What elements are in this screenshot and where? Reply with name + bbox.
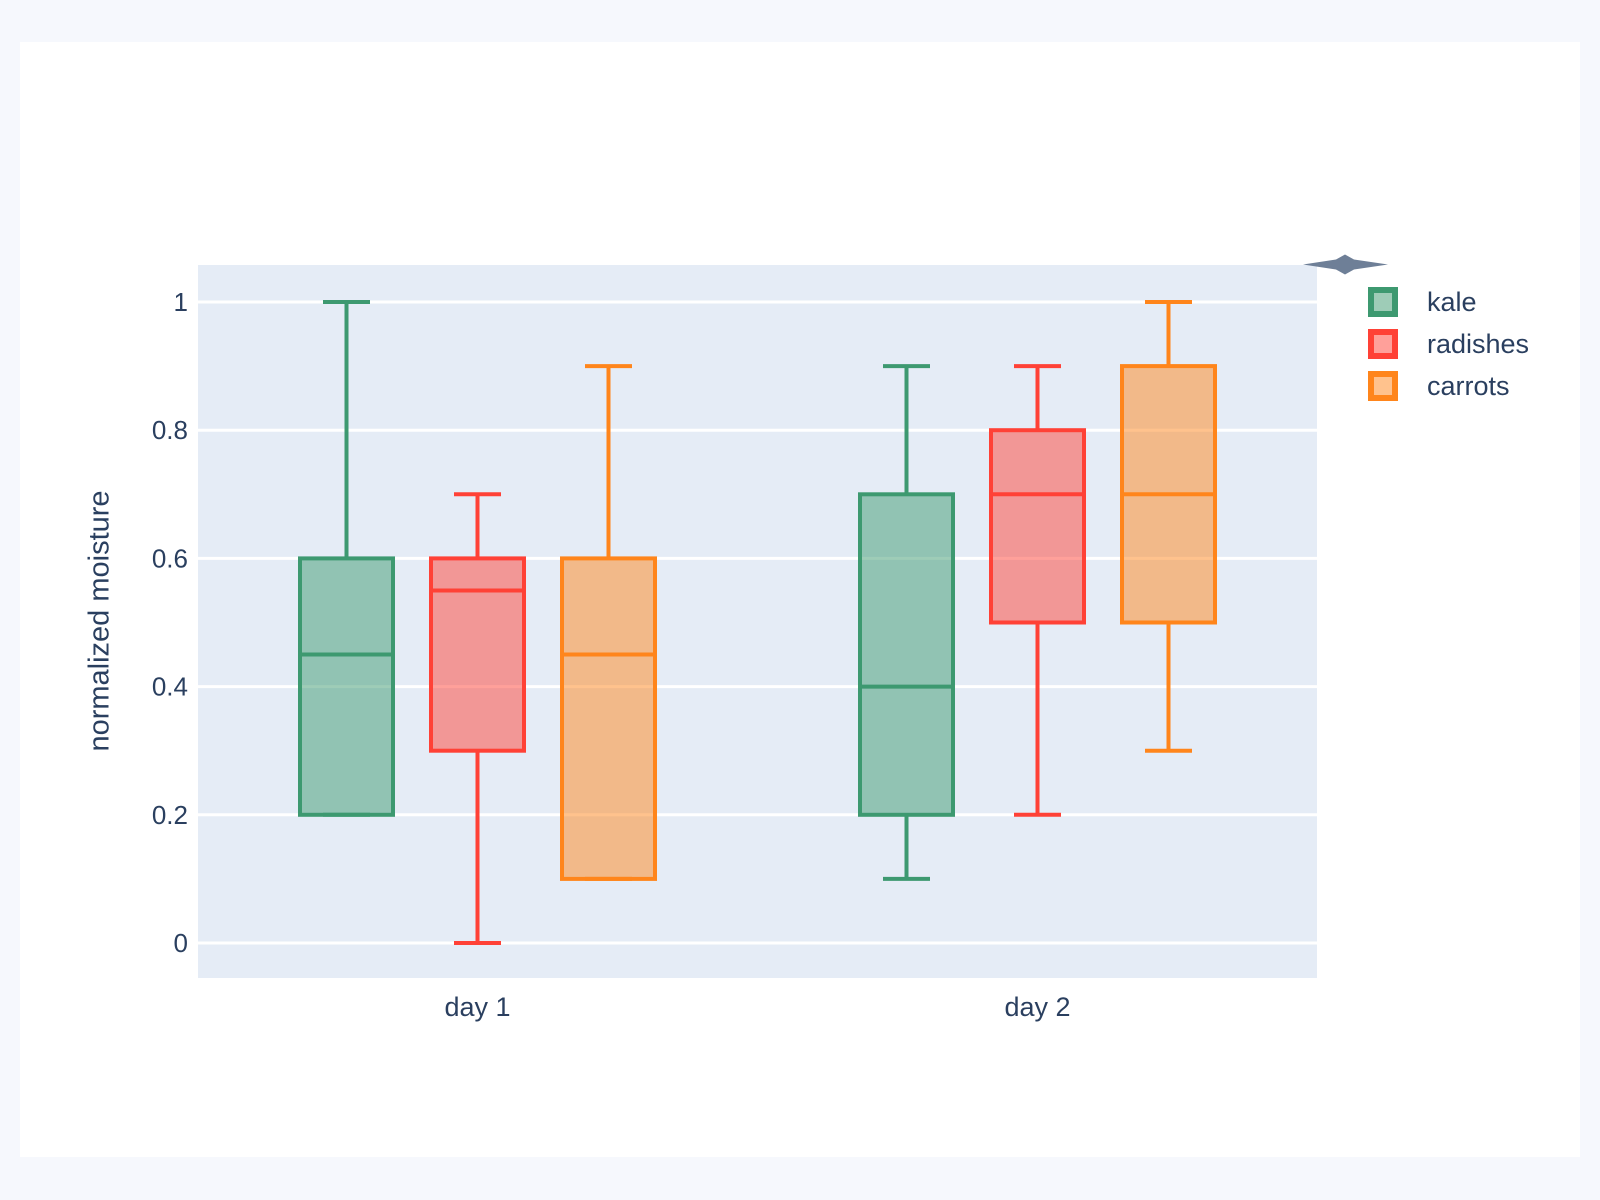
legend-swatch-carrots — [1368, 371, 1398, 401]
box-radishes-day-2[interactable] — [989, 364, 1086, 817]
y-tick-label-1: 1 — [174, 287, 188, 317]
iqr-box — [560, 556, 657, 881]
legend-swatch-kale — [1368, 287, 1398, 317]
legend: kale radishes carrots — [1368, 281, 1529, 407]
y-tick-label-0.8: 0.8 — [152, 415, 188, 445]
y-tick-label-0.2: 0.2 — [152, 800, 188, 830]
y-tick-label-0: 0 — [174, 928, 188, 958]
legend-swatch-radishes — [1368, 329, 1398, 359]
legend-item-radishes[interactable]: radishes — [1368, 323, 1529, 365]
legend-label-radishes: radishes — [1427, 328, 1530, 359]
x-tick-label-day-2: day 2 — [1004, 992, 1070, 1022]
y-tick-label-0.4: 0.4 — [152, 672, 188, 702]
iqr-box — [989, 428, 1086, 625]
iqr-box — [429, 556, 526, 753]
iqr-box — [298, 556, 395, 817]
x-tick-label-day-1: day 1 — [444, 992, 510, 1022]
box-kale-day-2[interactable] — [858, 364, 955, 881]
pointer-star-artifact — [1303, 254, 1388, 275]
iqr-box — [858, 492, 955, 817]
box-radishes-day-1[interactable] — [429, 492, 526, 945]
y-axis-title: normalized moisture — [83, 490, 116, 752]
legend-item-kale[interactable]: kale — [1368, 281, 1529, 323]
box-kale-day-1[interactable] — [298, 300, 395, 817]
box-carrots-day-2[interactable] — [1120, 300, 1217, 753]
legend-label-kale: kale — [1427, 286, 1477, 317]
box-carrots-day-1[interactable] — [560, 364, 657, 881]
legend-label-carrots: carrots — [1427, 370, 1510, 401]
y-tick-label-0.6: 0.6 — [152, 543, 188, 573]
legend-item-carrots[interactable]: carrots — [1368, 365, 1529, 407]
